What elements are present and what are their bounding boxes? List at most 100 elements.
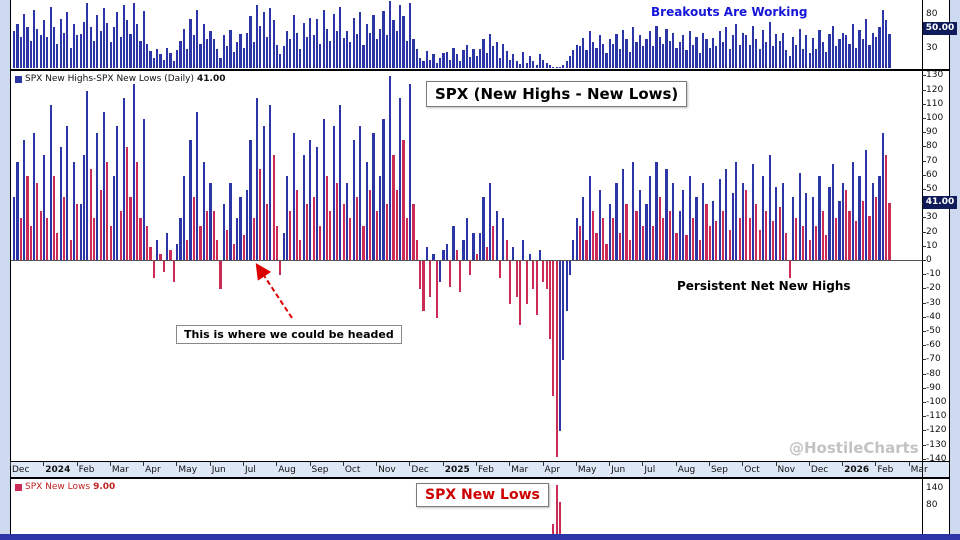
bar	[851, 24, 854, 68]
bar	[605, 53, 608, 68]
axis-tick-label: -110	[926, 411, 947, 422]
bar	[242, 235, 245, 261]
bar	[675, 47, 678, 68]
axis-tick-label: 80	[926, 141, 938, 152]
bar	[552, 66, 555, 68]
axis-tick-label: -70	[926, 354, 941, 365]
bar	[542, 261, 545, 283]
bar	[432, 54, 435, 68]
bar	[106, 161, 109, 261]
month-label: 2026	[844, 465, 870, 475]
bar	[285, 175, 289, 261]
legend-bottom: SPX New Lows 9.00	[15, 482, 115, 492]
bar	[176, 243, 179, 261]
bar	[52, 175, 56, 261]
bar	[778, 207, 781, 261]
bar	[778, 40, 781, 68]
bar	[59, 19, 62, 68]
bar	[625, 204, 628, 261]
bar	[126, 147, 129, 261]
bar	[535, 64, 538, 68]
bar	[49, 104, 52, 261]
bar	[305, 204, 309, 261]
bar	[888, 202, 891, 261]
bar	[525, 261, 528, 304]
bar	[582, 197, 585, 261]
axis-tick-label: 100	[926, 113, 944, 123]
bar	[662, 43, 665, 68]
bar	[835, 46, 838, 68]
bar	[698, 239, 701, 261]
bar	[242, 47, 245, 68]
axis-tick-label: -100	[926, 397, 947, 407]
bar	[206, 211, 209, 261]
bar	[56, 232, 59, 261]
bar	[788, 261, 791, 279]
bar	[39, 211, 42, 261]
bar	[811, 197, 815, 261]
bar	[875, 197, 878, 261]
bar	[119, 211, 122, 261]
bar	[259, 168, 262, 261]
bar	[342, 204, 345, 261]
bar	[265, 36, 269, 68]
bar	[319, 225, 322, 261]
bar	[212, 39, 215, 68]
bar	[52, 27, 56, 68]
bar	[76, 35, 79, 68]
month-label: Sep	[311, 465, 329, 475]
bar	[562, 261, 565, 361]
bar	[628, 239, 631, 261]
legend-main: SPX New Highs-SPX New Lows (Daily) 41.00	[15, 74, 225, 84]
bar	[788, 55, 791, 68]
bar	[182, 28, 185, 68]
annotation-headed-box: This is where we could be headed	[176, 325, 402, 344]
bar	[615, 34, 618, 68]
bar	[475, 253, 478, 261]
bar	[325, 175, 329, 261]
bar	[632, 161, 635, 261]
bar	[648, 30, 651, 68]
bar	[492, 46, 495, 68]
bar	[738, 44, 741, 68]
axis-tick-label: 60	[926, 169, 938, 180]
bar	[36, 182, 39, 261]
bar	[801, 48, 805, 68]
bar	[512, 54, 515, 68]
bar	[302, 154, 305, 261]
legend-bottom-name: SPX New Lows	[25, 482, 91, 492]
bar	[66, 126, 69, 261]
bar	[402, 140, 405, 261]
bar	[761, 175, 765, 261]
bar	[472, 48, 475, 68]
month-label: May	[577, 465, 597, 475]
bar	[152, 57, 155, 68]
bar	[838, 201, 841, 261]
bar	[741, 32, 745, 68]
bar	[339, 104, 342, 261]
bar	[262, 12, 265, 68]
month-label: Oct	[344, 465, 361, 475]
bar	[625, 39, 628, 68]
bar	[622, 168, 625, 261]
bar	[82, 21, 86, 68]
bar	[429, 261, 432, 297]
bar	[791, 36, 795, 68]
bar	[851, 161, 854, 261]
bar	[162, 261, 165, 273]
bar	[685, 235, 688, 261]
bar	[672, 32, 675, 68]
bar	[678, 42, 681, 68]
bar	[272, 20, 275, 68]
bar	[548, 261, 552, 340]
bar	[312, 35, 315, 68]
bar	[775, 34, 778, 68]
bar	[801, 225, 805, 261]
bar	[598, 35, 601, 68]
bar	[475, 55, 478, 68]
bar	[828, 187, 831, 261]
bar	[285, 30, 289, 68]
bar	[39, 35, 42, 68]
bar	[262, 126, 265, 261]
